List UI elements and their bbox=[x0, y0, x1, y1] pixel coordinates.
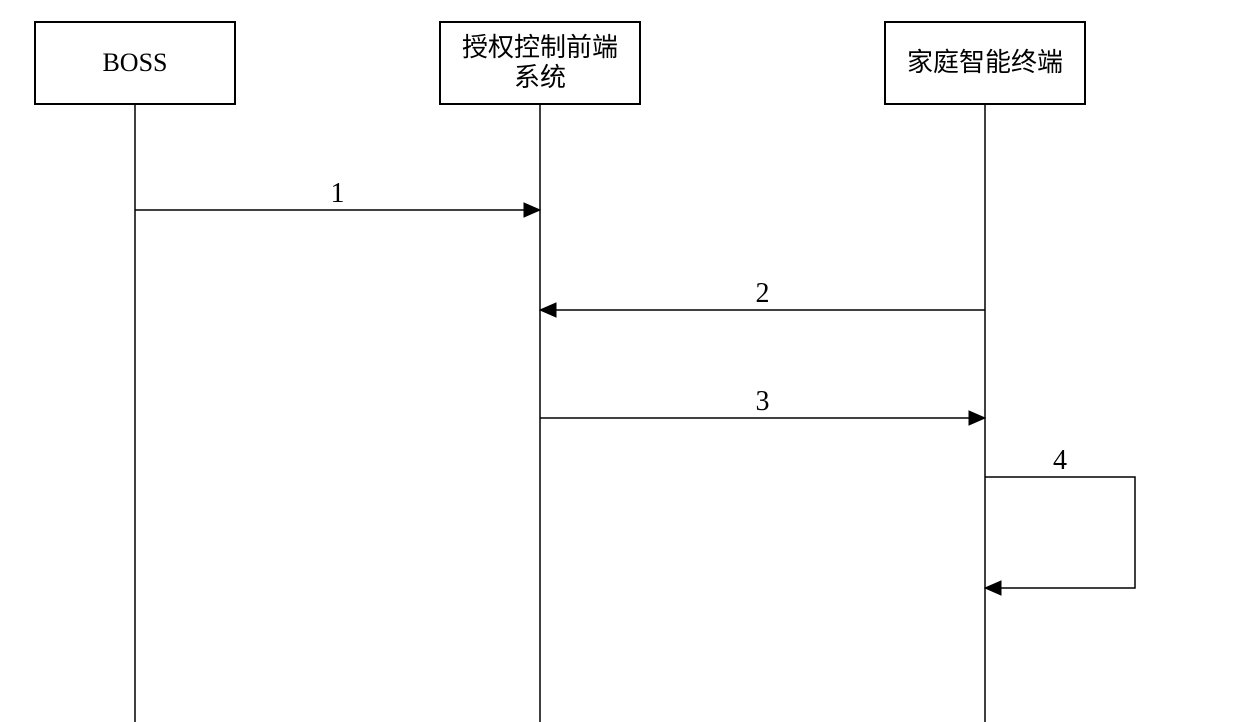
actor-label-terminal-line0: 家庭智能终端 bbox=[907, 48, 1063, 77]
message-label-1: 1 bbox=[331, 178, 345, 209]
arrowhead bbox=[985, 581, 1001, 595]
self-msg-line-4 bbox=[985, 477, 1135, 588]
actor-label-boss-line0: BOSS bbox=[102, 48, 167, 77]
actor-terminal: 家庭智能终端 bbox=[885, 22, 1085, 722]
message-1: 1 bbox=[135, 178, 540, 217]
arrowhead bbox=[540, 303, 556, 317]
actor-auth: 授权控制前端系统 bbox=[440, 22, 640, 722]
actor-boss: BOSS bbox=[35, 22, 235, 722]
message-label-4: 4 bbox=[1053, 445, 1067, 476]
message-2: 2 bbox=[540, 278, 985, 317]
actor-label-auth-line1: 系统 bbox=[514, 63, 566, 92]
message-4: 4 bbox=[985, 445, 1135, 595]
arrowhead bbox=[969, 411, 985, 425]
actor-label-auth-line0: 授权控制前端 bbox=[462, 33, 618, 62]
message-label-3: 3 bbox=[756, 386, 770, 417]
message-label-2: 2 bbox=[756, 278, 770, 309]
message-3: 3 bbox=[540, 386, 985, 425]
arrowhead bbox=[524, 203, 540, 217]
